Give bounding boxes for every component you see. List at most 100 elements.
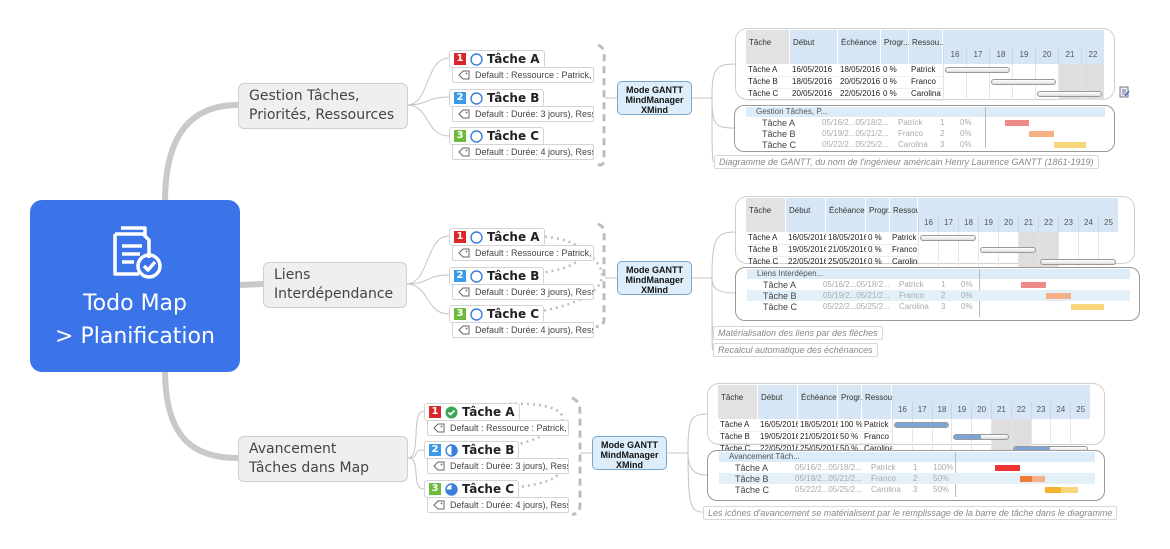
project-cell-resource: Carolina: [899, 302, 929, 311]
gantt-cell-end: 18/05/2016: [826, 232, 866, 245]
branch-topic[interactable]: Liens Interdépendance: [263, 262, 407, 308]
gantt-bar[interactable]: [991, 79, 1056, 85]
gantt-cell-start: 16/05/2016: [758, 419, 798, 432]
gantt-day-18: 18: [989, 47, 1012, 64]
project-bar[interactable]: [1070, 304, 1104, 310]
gantt-day-column: [1098, 232, 1118, 268]
caption-note[interactable]: Les icônes d'avancement se matérialisent…: [703, 506, 1118, 520]
mode-gantt-topic[interactable]: Mode GANTT MindManager XMind: [592, 436, 667, 470]
gantt-day-22: 22: [1081, 47, 1104, 64]
edit-notes-icon[interactable]: [1119, 85, 1130, 103]
task-progress-icon[interactable]: [470, 230, 483, 244]
caption-note[interactable]: Recalcul automatique des échénances: [713, 343, 878, 357]
gantt-bar-progress: [895, 423, 949, 427]
project-bar[interactable]: [1005, 120, 1030, 126]
project-cell-resource: Patrick: [898, 118, 923, 127]
gantt-cell-task: Tâche A: [746, 232, 786, 245]
project-bar-progress: [1044, 487, 1062, 493]
gantt-bar[interactable]: [945, 67, 1010, 73]
mode-label: Mode GANTT: [601, 440, 658, 450]
task-node[interactable]: 3 Tâche C: [424, 480, 520, 498]
branch-topic[interactable]: Avancement Tâches dans Map: [238, 436, 408, 482]
mode-gantt-topic[interactable]: Mode GANTT MindManager XMind: [617, 261, 692, 295]
project-bar[interactable]: [995, 465, 1020, 471]
task-title: Tâche A: [487, 52, 540, 66]
tag-icon: [458, 325, 470, 335]
project-bar[interactable]: [1029, 131, 1054, 137]
project-title[interactable]: Liens Interdépen...: [757, 269, 824, 278]
gantt-bar[interactable]: [953, 434, 1009, 440]
task-node[interactable]: 3 Tâche C: [449, 305, 545, 323]
caption-note[interactable]: Matérialisation des liens par des flèche…: [713, 326, 883, 340]
gantt-day-19: 19: [1012, 47, 1035, 64]
gantt-day-column: [958, 232, 978, 268]
central-topic[interactable]: Todo Map > Planification: [30, 200, 240, 372]
project-bar[interactable]: [1019, 476, 1045, 482]
task-node[interactable]: 2 Tâche B: [449, 267, 545, 285]
task-node[interactable]: 2 Tâche B: [424, 441, 520, 459]
project-cell-start: 05/22/2...: [795, 485, 829, 494]
project-bar[interactable]: [1021, 282, 1046, 288]
gantt-bar[interactable]: [894, 422, 950, 428]
project-cell-task: Tâche C: [735, 485, 770, 495]
task-complete-icon[interactable]: [445, 406, 458, 419]
project-bar[interactable]: [1044, 487, 1078, 493]
task-note[interactable]: Default : Ressource : Patrick, D...: [452, 245, 594, 261]
note-text: Default : Durée: 4 jours), Resso...: [450, 500, 568, 510]
task-progress-icon[interactable]: [445, 482, 458, 496]
mode-gantt-topic[interactable]: Mode GANTT MindManager XMind: [617, 81, 692, 115]
task-progress-icon[interactable]: [470, 91, 483, 105]
task-note[interactable]: Default : Durée: 3 jours), Resso...: [452, 106, 594, 122]
gantt-bar[interactable]: [980, 247, 1036, 253]
gantt-bar[interactable]: [920, 235, 976, 241]
task-node[interactable]: 1 Tâche A: [449, 50, 545, 68]
task-note[interactable]: Default : Durée: 4 jours), Resso...: [427, 497, 569, 513]
task-node[interactable]: 3 Tâche C: [449, 127, 545, 145]
task-node[interactable]: 1 Tâche A: [424, 403, 520, 421]
gantt-bar[interactable]: [1037, 91, 1102, 97]
project-bar[interactable]: [1053, 142, 1086, 148]
task-node[interactable]: 1 Tâche A: [449, 228, 545, 246]
project-cell-num: 1: [941, 280, 946, 289]
project-title[interactable]: Gestion Tâches, P...: [756, 107, 828, 116]
project-header-row: [719, 452, 1095, 462]
caption-note[interactable]: Diagramme de GANTT, du nom de l'ingénieu…: [714, 155, 1099, 169]
task-progress-icon[interactable]: [470, 52, 483, 66]
gantt-day-18: 18: [958, 215, 978, 232]
project-cell-dates: 05/22/2...05/25/2...: [795, 484, 862, 496]
selected-row-highlight: [747, 290, 1130, 301]
gantt-day-column: [943, 64, 966, 100]
gantt-day-column: [951, 419, 971, 455]
task-node[interactable]: 2 Tâche B: [449, 89, 545, 107]
project-cell-pct: 100%: [933, 463, 954, 472]
gantt-bar-progress: [1013, 447, 1051, 451]
gantt-header-progress: Progr...: [838, 385, 867, 419]
task-note[interactable]: Default : Ressource : Patrick, D...: [452, 67, 594, 83]
task-progress-icon[interactable]: [470, 307, 483, 321]
branch-topic[interactable]: Gestion Tâches, Priorités, Ressources: [238, 83, 408, 129]
gantt-header-start: Début: [758, 385, 798, 419]
priority-3-icon: 3: [454, 308, 466, 320]
task-note[interactable]: Default : Durée: 4 jours), Resso...: [452, 144, 594, 160]
gantt-bar[interactable]: [1040, 259, 1116, 265]
project-cell-task: Tâche C: [762, 140, 797, 150]
task-note[interactable]: Default : Ressource : Patrick, D...: [427, 420, 569, 436]
mode-label: XMind: [641, 285, 668, 295]
project-cell-start: 05/22/2...: [823, 302, 857, 311]
gantt-cell-resource: Franco: [862, 431, 892, 444]
priority-3-icon: 3: [429, 483, 441, 495]
task-note[interactable]: Default : Durée: 4 jours), Resso...: [452, 322, 594, 338]
task-note[interactable]: Default : Durée: 3 jours), Resso...: [427, 458, 569, 474]
mode-label: XMind: [616, 460, 643, 470]
project-title[interactable]: Avancement Tâch...: [729, 452, 800, 461]
task-note[interactable]: Default : Durée: 3 jours), Resso...: [452, 284, 594, 300]
project-bar[interactable]: [1045, 293, 1071, 299]
gantt-day-column: [1070, 419, 1090, 455]
project-header-row: [747, 269, 1130, 279]
task-progress-icon[interactable]: [445, 443, 458, 457]
task-progress-icon[interactable]: [470, 129, 483, 143]
gantt-day-24: 24: [1050, 402, 1070, 419]
project-cell-pct: 50%: [933, 474, 950, 483]
task-progress-icon[interactable]: [470, 269, 483, 283]
gantt-header-task: Tâche: [718, 385, 758, 419]
